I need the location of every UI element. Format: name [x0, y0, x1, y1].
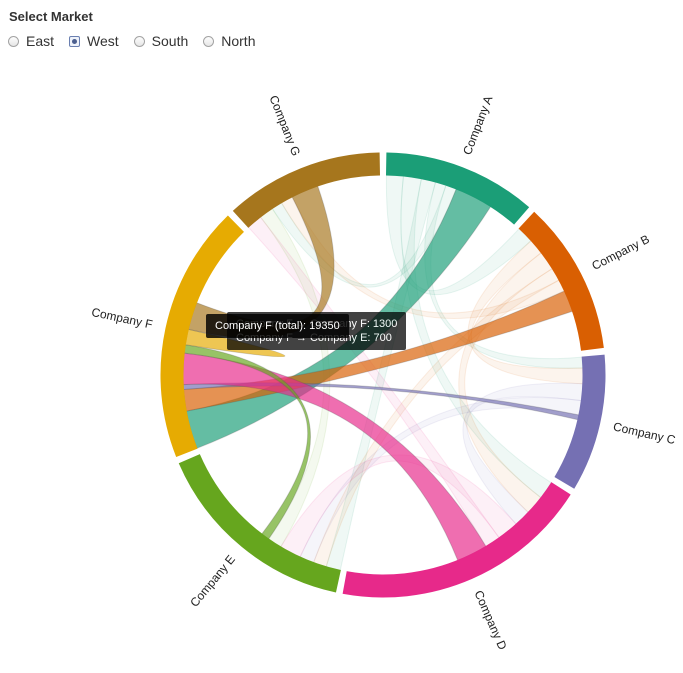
radio-east[interactable] — [8, 35, 19, 47]
market-radio-group: East West South North — [8, 33, 270, 49]
market-option-west[interactable]: West — [69, 33, 119, 49]
group-label: Company D — [472, 588, 510, 652]
market-option-label: West — [87, 33, 119, 49]
group-arcs — [160, 152, 606, 598]
radio-south[interactable] — [133, 35, 145, 47]
group-arc[interactable] — [160, 215, 244, 458]
market-option-label: East — [26, 33, 55, 49]
market-option-east[interactable]: East — [8, 33, 54, 49]
radio-north[interactable] — [203, 35, 215, 47]
market-option-south[interactable]: South — [133, 33, 189, 49]
market-option-label: North — [221, 33, 256, 49]
group-arc[interactable] — [554, 354, 606, 489]
chord-tooltip-front: Company F (total): 19350 — [206, 314, 349, 338]
highlighted-ribbons — [182, 185, 580, 562]
group-arc[interactable] — [518, 211, 604, 351]
group-arc[interactable] — [385, 152, 530, 225]
group-label: Company B — [590, 232, 652, 273]
group-label: Company E — [187, 552, 238, 609]
group-arc[interactable] — [178, 454, 341, 593]
group-label: Company C — [612, 419, 677, 447]
market-selector-title: Select Market — [9, 9, 93, 24]
market-option-north[interactable]: North — [203, 33, 255, 49]
group-arc[interactable] — [342, 482, 571, 598]
group-label: Company A — [460, 94, 495, 157]
group-label: Company F — [90, 305, 154, 332]
market-option-label: South — [151, 33, 189, 49]
radio-west[interactable] — [69, 35, 81, 47]
group-arc[interactable] — [232, 152, 381, 228]
group-label: Company G — [267, 93, 304, 158]
